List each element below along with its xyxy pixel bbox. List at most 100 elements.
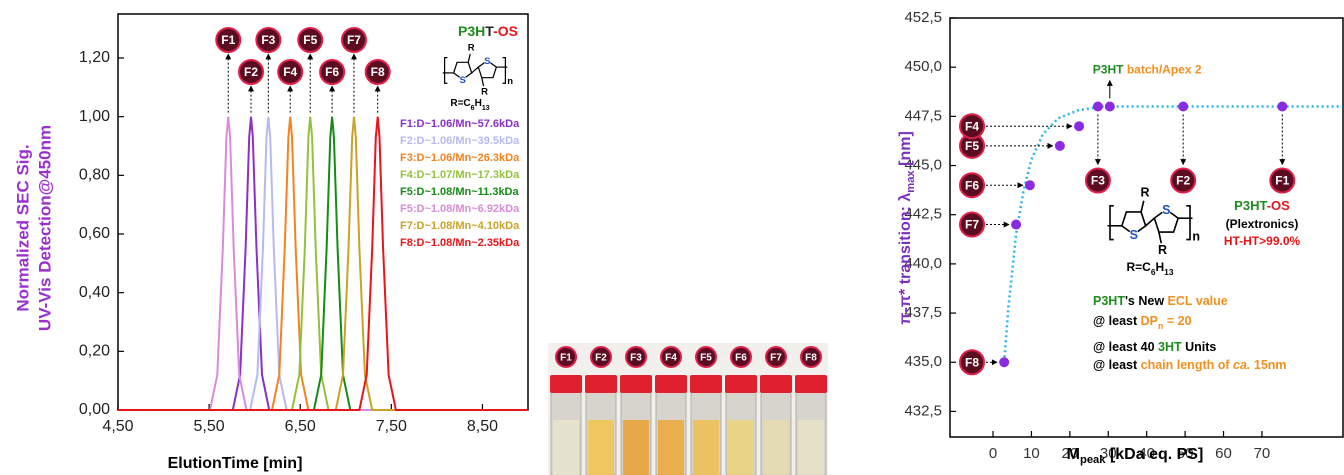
x-axis-label-part: peak <box>1080 454 1106 466</box>
note-part: 3HT <box>1158 340 1182 354</box>
label-badge <box>695 346 717 368</box>
series-line <box>118 116 528 411</box>
y-tick-label: 0,80 <box>79 167 110 184</box>
label-badge <box>959 172 985 199</box>
substituent-part: 13 <box>1164 267 1174 277</box>
data-point <box>1024 180 1035 191</box>
label-badge-text: F8 <box>965 355 979 369</box>
y-tick-label: 435,0 <box>904 353 942 370</box>
x-tick-label: 20 <box>1062 445 1079 462</box>
atom-bg <box>458 75 467 84</box>
y-tick-label: 432,5 <box>904 402 942 419</box>
note-part: = 20 <box>1163 314 1191 328</box>
y-tick-label: 442,5 <box>904 206 942 223</box>
note-part: Units <box>1182 340 1217 354</box>
legend-entry: F2:D~1.06/Mn~39.5kDa <box>400 135 520 147</box>
x-axis-label: ElutionTime [min] <box>168 455 303 472</box>
data-point <box>1011 219 1022 230</box>
label-badge <box>277 59 304 85</box>
y-axis-label: Normalized SEC Sig. <box>13 144 32 311</box>
box-title: P3HT-OS <box>1234 198 1290 213</box>
x-tick-label: 7,50 <box>376 418 407 435</box>
box-title-part: -OS <box>1267 198 1290 213</box>
label-badge-text: F2 <box>244 65 258 79</box>
batch-label-part: P3HT <box>1093 63 1124 77</box>
y-tick-label: 447,5 <box>904 107 942 124</box>
y-axis-label-part: max <box>905 170 917 193</box>
chart-title-part: T <box>485 23 494 39</box>
label-badge <box>1170 167 1197 194</box>
data-point <box>999 357 1010 368</box>
y-tick-label: 0,20 <box>79 343 110 360</box>
series-line <box>118 116 528 411</box>
series-line <box>118 116 528 411</box>
label-badge <box>255 27 282 53</box>
ring <box>452 61 473 81</box>
label-badge <box>660 346 682 368</box>
label-badge-text: F1 <box>560 353 572 364</box>
data-point <box>1178 101 1189 112</box>
vial-cap <box>655 375 687 393</box>
label-badge-text: F3 <box>1091 174 1105 188</box>
note-part: n <box>1158 321 1163 331</box>
box-maker: (Plextronics) <box>1226 217 1299 231</box>
label-badge <box>340 27 367 53</box>
structure-s: S <box>1130 228 1138 242</box>
note: @ least 40 3HT Units <box>1093 340 1216 354</box>
chart-title: P3HT-OS <box>458 23 518 39</box>
note-part: @ least <box>1093 358 1141 372</box>
label-badge <box>1084 167 1111 194</box>
y-tick-label: 1,20 <box>79 49 110 66</box>
structure-r: R <box>481 86 488 97</box>
x-tick-label: 0 <box>989 445 997 462</box>
y-tick-label: 445,0 <box>904 157 942 174</box>
substituent-part: R=C <box>1126 260 1151 274</box>
bracket <box>1109 204 1191 241</box>
y-axis-label-part: [nm] <box>897 131 914 170</box>
x-tick-label: 4,50 <box>102 418 133 435</box>
bond <box>1158 231 1163 244</box>
legend-entry: F1:D~1.06/Mn~57.6kDa <box>400 118 520 130</box>
substituent-part: 6 <box>1151 267 1156 277</box>
data-point <box>1277 101 1288 112</box>
note-part: @ least <box>1093 314 1141 328</box>
legend-entry: F8:D~1.08/Mn~2.35kDa <box>400 237 520 249</box>
data-point <box>1104 101 1115 112</box>
data-point <box>1074 121 1085 132</box>
vial-liquid <box>623 420 649 475</box>
bond <box>481 77 485 87</box>
label-badge <box>297 27 324 53</box>
y-tick-label: 450,0 <box>904 58 942 75</box>
x-tick-label: 70 <box>1254 445 1271 462</box>
note-part: 's New <box>1125 294 1168 308</box>
x-tick-label: 10 <box>1023 445 1040 462</box>
label-badge <box>364 59 391 85</box>
y-tick-label: 0,60 <box>79 225 110 242</box>
note-part: ca. <box>1233 358 1250 372</box>
label-badge-text: F6 <box>325 65 339 79</box>
vial-cap <box>690 375 722 393</box>
substituent-part: R=C <box>450 98 470 109</box>
substituent-part: 13 <box>482 105 490 112</box>
label-badge-text: F5 <box>700 353 712 364</box>
series-line <box>118 116 528 411</box>
y-axis-label-part: π-π* transition: λ <box>897 193 914 325</box>
label-badge-text: F7 <box>347 33 361 47</box>
label-badge <box>959 211 985 238</box>
note-part: ECL value <box>1168 294 1228 308</box>
x-tick-label: 50 <box>1177 445 1194 462</box>
label-badge-text: F4 <box>665 353 677 364</box>
series-line <box>118 116 528 411</box>
ring <box>477 59 498 79</box>
label-badge-text: F8 <box>805 353 817 364</box>
x-tick-label: 6,50 <box>285 418 316 435</box>
label-badge-text: F7 <box>770 353 782 364</box>
x-tick-label: 30 <box>1100 445 1117 462</box>
substituent: R=C6H13 <box>450 98 489 112</box>
atom-bg <box>1161 204 1172 215</box>
series-line <box>118 116 528 411</box>
